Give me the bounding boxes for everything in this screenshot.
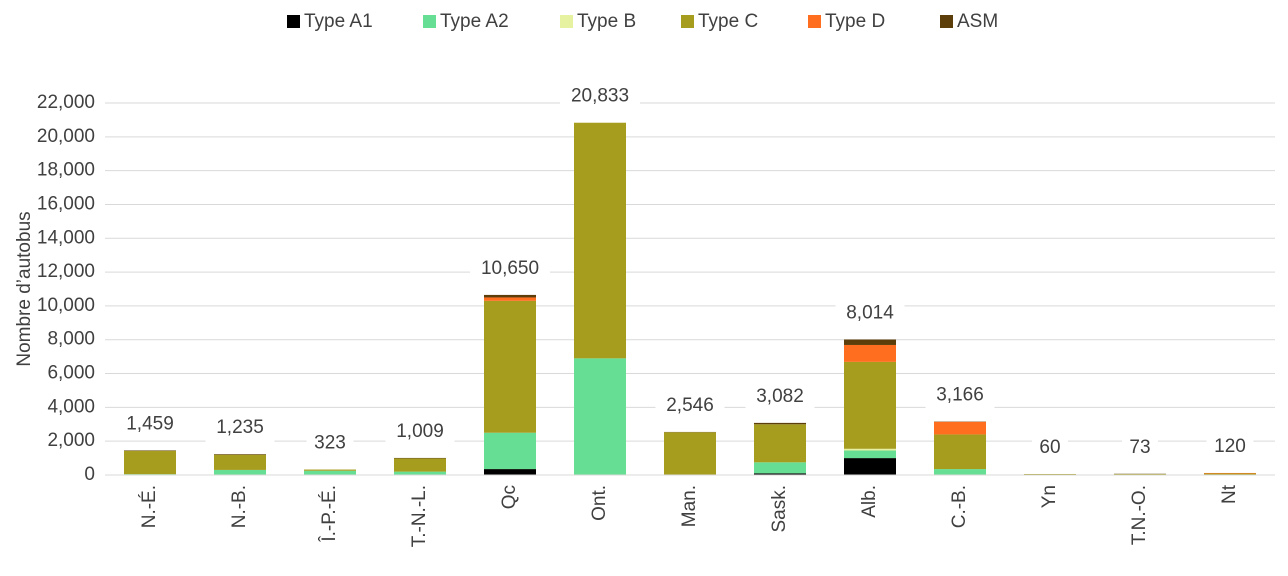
bar-segment (754, 462, 806, 473)
bar-segment (934, 422, 986, 435)
bar-segment (574, 123, 626, 359)
total-label: 8,014 (846, 303, 894, 324)
legend-swatch (560, 15, 573, 28)
bar-segment (214, 470, 266, 475)
legend-label: Type A1 (304, 11, 373, 32)
x-tick-label: Yn (1039, 485, 1060, 508)
y-tick-label: 20,000 (37, 126, 95, 147)
legend-swatch (808, 15, 821, 28)
y-tick-label: 0 (84, 464, 95, 485)
bar-segment (844, 458, 896, 475)
bar-segment (484, 301, 536, 433)
total-label: 1,009 (396, 421, 444, 442)
y-tick-label: 16,000 (37, 193, 95, 214)
total-label: 10,650 (481, 258, 539, 279)
x-tick-label: Ont. (589, 485, 610, 521)
legend-label: Type C (698, 11, 758, 32)
legend-label: ASM (957, 11, 998, 32)
total-label: 1,459 (126, 413, 174, 434)
total-label: 323 (314, 433, 346, 454)
bar-segment (304, 470, 356, 471)
bar-segment (214, 454, 266, 455)
y-tick-label: 18,000 (37, 160, 95, 181)
bar-segment (844, 450, 896, 458)
x-tick-label: C.-B. (949, 485, 970, 528)
bar-segment (844, 345, 896, 362)
bar-segment (754, 423, 806, 424)
total-label: 73 (1129, 437, 1150, 458)
x-tick-label: Qc (499, 485, 520, 509)
x-tick-label: N.-B. (229, 485, 250, 528)
bar-segment (934, 469, 986, 475)
legend-swatch (287, 15, 300, 28)
legend-label: Type B (577, 11, 636, 32)
y-tick-label: 2,000 (47, 430, 95, 451)
bar-segment (484, 433, 536, 469)
bar-segment (484, 469, 536, 475)
total-label: 60 (1039, 437, 1060, 458)
bar-segment (214, 455, 266, 470)
bar-segment (664, 432, 716, 474)
bar-segment (844, 449, 896, 451)
bar-segment (754, 424, 806, 462)
bar-segment (394, 458, 446, 471)
total-label: 120 (1214, 436, 1246, 457)
bar-segment (484, 297, 536, 300)
bar-segment (844, 339, 896, 344)
y-tick-label: 4,000 (47, 396, 95, 417)
y-tick-label: 14,000 (37, 227, 95, 248)
x-tick-label: Man. (679, 485, 700, 527)
x-tick-label: Sask. (769, 485, 790, 533)
total-label: 2,546 (666, 395, 714, 416)
bar-segment (934, 434, 986, 469)
y-tick-label: 12,000 (37, 261, 95, 282)
bar-segment (124, 451, 176, 474)
total-label: 3,082 (756, 386, 804, 407)
legend-label: Type A2 (440, 11, 509, 32)
total-label: 20,833 (571, 86, 629, 107)
legend-swatch (940, 15, 953, 28)
x-tick-label: T.N.-O. (1129, 485, 1150, 545)
y-tick-label: 8,000 (47, 329, 95, 350)
total-label: 1,235 (216, 417, 264, 438)
legend-swatch (423, 15, 436, 28)
x-tick-label: Nt (1219, 484, 1240, 504)
y-axis-title: Nombre d’autobus (14, 211, 35, 366)
bar-segment (844, 362, 896, 449)
x-tick-label: N.-É. (139, 485, 160, 528)
bar-segment (394, 472, 446, 475)
bar-segment (304, 471, 356, 475)
bar-segment (1204, 473, 1256, 474)
x-tick-label: Î.-P.-É. (318, 485, 340, 543)
legend-label: Type D (825, 11, 885, 32)
y-tick-label: 10,000 (37, 295, 95, 316)
legend-swatch (681, 15, 694, 28)
x-tick-label: Alb. (859, 485, 880, 518)
x-tick-label: T.-N.-L. (409, 485, 430, 547)
bar-segment (484, 295, 536, 298)
y-tick-label: 22,000 (37, 92, 95, 113)
total-label: 3,166 (936, 384, 984, 405)
y-tick-label: 6,000 (47, 363, 95, 384)
bar-segment (574, 358, 626, 475)
